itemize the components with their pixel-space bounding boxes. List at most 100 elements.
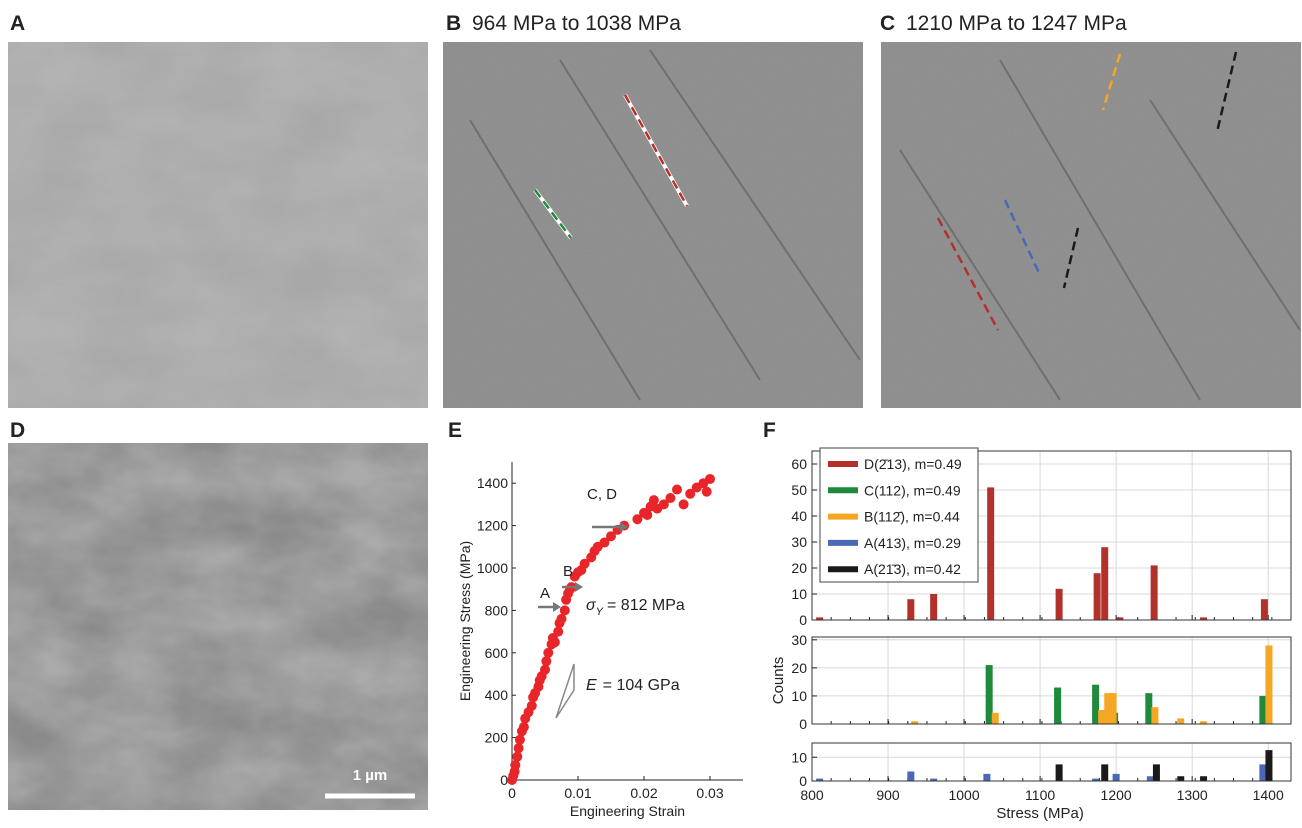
bar	[1260, 599, 1268, 620]
legend-entry: B(112̄), m=0.44	[864, 509, 960, 525]
plot-frame	[811, 742, 1292, 782]
micrograph-c	[881, 42, 1301, 408]
y-tick-label: 0	[799, 716, 807, 732]
bar	[1101, 547, 1109, 620]
bar	[911, 721, 919, 724]
bar	[1112, 773, 1120, 781]
text-part: = 812 MPa	[607, 597, 685, 614]
y-tick-label: 1000	[477, 560, 508, 576]
y-tick-label: 10	[791, 688, 807, 704]
bar	[1109, 693, 1117, 724]
annotation: C, D	[587, 486, 617, 503]
bar	[816, 778, 824, 781]
y-tick-label: 800	[485, 602, 509, 618]
slope-triangle	[555, 663, 575, 719]
bar	[1145, 693, 1153, 724]
panel-label: D	[10, 419, 25, 442]
bar	[987, 487, 995, 620]
x-tick-label: 1000	[948, 787, 979, 803]
x-tick-label: 0	[508, 785, 516, 801]
bar	[930, 594, 938, 620]
bar	[1098, 709, 1106, 724]
yield-annotation: σY = 812 MPa	[586, 597, 685, 618]
bar	[985, 665, 993, 724]
x-tick-label: 0.03	[696, 785, 723, 801]
bar	[1265, 645, 1273, 724]
plot-frame	[811, 450, 1292, 621]
bar	[1101, 764, 1109, 781]
arrow-head	[553, 602, 561, 612]
bar	[1092, 684, 1100, 724]
y-tick-label: 1200	[477, 518, 508, 534]
x-tick-label: 1300	[1177, 787, 1208, 803]
data-point	[665, 493, 676, 504]
y-tick-label: 50	[791, 482, 807, 498]
bar	[907, 599, 915, 620]
y-tick-label: 10	[791, 749, 807, 765]
annotation: A	[540, 585, 550, 602]
bar	[1104, 693, 1112, 724]
plot-frame	[811, 636, 1292, 725]
bar	[1200, 617, 1208, 620]
text-part: Y	[596, 606, 604, 618]
panel-label: F	[763, 419, 776, 442]
bar	[1055, 764, 1063, 781]
data-point	[512, 751, 523, 762]
bar	[1177, 718, 1185, 724]
data-point	[642, 510, 653, 520]
data-point	[685, 488, 696, 499]
arrow-head	[620, 522, 628, 532]
bar	[1259, 695, 1267, 724]
x-tick-label: 900	[876, 787, 900, 803]
data-point	[556, 613, 567, 624]
annotation: B	[563, 563, 573, 580]
data-point	[678, 499, 689, 510]
data-point	[648, 495, 659, 506]
bar	[907, 771, 915, 781]
bar	[930, 778, 938, 781]
bar	[1259, 764, 1267, 781]
bar	[1265, 750, 1273, 781]
data-point	[701, 486, 712, 497]
bar	[1150, 565, 1158, 620]
y-axis-label: Engineering Stress (MPa)	[457, 541, 473, 701]
micrograph-b	[443, 42, 863, 408]
x-axis-label: Stress (MPa)	[996, 805, 1084, 822]
bar	[816, 617, 824, 620]
y-tick-label: 1400	[477, 475, 508, 491]
bar	[1054, 687, 1062, 724]
bar	[1055, 588, 1063, 620]
legend-entry: D(2̄13), m=0.49	[864, 456, 962, 472]
y-axis-label: Counts	[770, 657, 787, 705]
bar	[1200, 721, 1208, 724]
panel-label: A	[10, 12, 25, 35]
scale-bar-label: 1 µm	[353, 767, 388, 784]
bar	[1177, 776, 1185, 781]
data-point	[513, 743, 524, 754]
data-point	[518, 722, 529, 732]
bar	[1093, 573, 1101, 620]
data-point	[606, 531, 616, 542]
text-part: σ	[586, 597, 597, 614]
y-tick-label: 30	[791, 632, 807, 648]
data-point	[540, 664, 550, 675]
y-tick-label: 40	[791, 508, 807, 524]
data-point	[526, 700, 537, 711]
micrograph-a	[8, 42, 428, 408]
plot-area	[811, 742, 1292, 782]
data-point	[632, 514, 643, 525]
data-point	[579, 558, 590, 569]
y-tick-label: 200	[485, 730, 509, 746]
x-tick-label: 1100	[1025, 787, 1055, 803]
data-point	[705, 473, 715, 484]
panel-caption: 1210 MPa to 1247 MPa	[906, 12, 1127, 35]
legend-entry: C(112), m=0.49	[864, 482, 961, 498]
legend-entry: A(413), m=0.29	[864, 535, 961, 551]
x-tick-label: 1200	[1101, 787, 1132, 803]
x-axis-label: Engineering Strain	[570, 803, 685, 819]
legend-entry: A(21̄3), m=0.42	[864, 561, 961, 577]
y-tick-label: 0	[799, 612, 807, 628]
bar	[1092, 778, 1100, 781]
data-point	[672, 484, 682, 495]
